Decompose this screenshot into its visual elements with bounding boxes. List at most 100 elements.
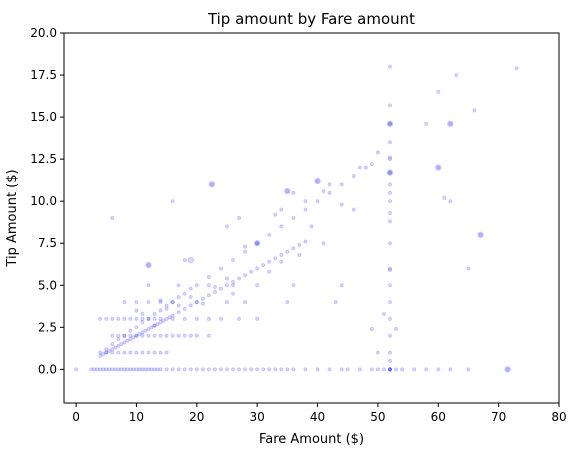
data-point (134, 350, 139, 355)
data-point (242, 367, 248, 372)
data-point (297, 242, 302, 248)
data-point (113, 367, 118, 372)
data-point (188, 367, 193, 372)
data-point (267, 269, 272, 274)
data-point (291, 246, 296, 251)
data-point (170, 333, 175, 338)
data-point (161, 318, 166, 323)
data-point (104, 350, 109, 355)
data-point (230, 291, 236, 296)
data-point (140, 350, 145, 355)
data-point (279, 252, 284, 258)
data-point (194, 299, 199, 305)
data-point-large (386, 120, 394, 128)
data-point (387, 64, 393, 69)
data-point (110, 350, 115, 355)
data-point (98, 316, 103, 322)
data-point (152, 323, 157, 328)
data-point (369, 326, 374, 332)
data-point (155, 321, 160, 327)
data-point (107, 348, 112, 353)
data-point (291, 283, 296, 288)
data-point (291, 190, 296, 195)
data-point (436, 165, 441, 170)
data-point (218, 266, 224, 271)
data-point (128, 336, 133, 342)
data-point (122, 333, 127, 338)
data-point (158, 298, 163, 303)
data-point (387, 241, 393, 246)
data-point (164, 303, 169, 308)
data-point (236, 215, 242, 221)
data-point (128, 316, 133, 322)
x-tick-label: 20 (189, 410, 204, 424)
data-point (255, 241, 260, 246)
x-tick-label: 50 (370, 410, 385, 424)
data-point (303, 199, 308, 204)
data-point (137, 331, 142, 337)
data-point (267, 232, 272, 237)
data-point (122, 340, 127, 345)
data-point (375, 150, 381, 155)
y-axis-label: Tip Amount ($) (5, 169, 20, 267)
data-point (393, 367, 399, 372)
data-point (194, 333, 199, 338)
data-point (387, 367, 393, 372)
data-point (146, 316, 151, 322)
data-point (255, 367, 260, 372)
data-point (242, 244, 248, 249)
x-tick-label: 0 (72, 410, 80, 424)
data-point (351, 173, 356, 179)
data-point (255, 266, 260, 271)
data-point (176, 283, 181, 288)
data-point (110, 347, 115, 352)
data-point (146, 333, 151, 338)
data-point (303, 207, 308, 212)
data-point (134, 299, 139, 305)
x-axis-label: Fare Amount ($) (259, 432, 364, 447)
data-point (110, 333, 115, 338)
data-point (273, 212, 278, 217)
data-point (122, 367, 127, 372)
data-point (236, 316, 242, 322)
data-point (387, 182, 393, 187)
data-point (146, 299, 151, 305)
data-point (146, 326, 151, 332)
chart-title: Tip amount by Fare amount (207, 10, 415, 28)
data-point (158, 367, 163, 372)
data-point (224, 367, 230, 372)
y-tick-label: 17.5 (30, 68, 57, 82)
data-point (285, 188, 290, 194)
data-point (315, 367, 320, 372)
data-point (249, 269, 254, 274)
data-point (224, 276, 230, 281)
data-point (158, 320, 163, 325)
data-point (212, 289, 218, 295)
data-point (387, 358, 393, 364)
data-point (267, 367, 272, 372)
data-point (321, 188, 326, 194)
data-point (140, 330, 145, 335)
data-point (104, 347, 109, 352)
data-point (134, 333, 139, 338)
data-point (110, 215, 115, 221)
data-point (152, 323, 157, 328)
data-point (345, 367, 350, 372)
data-point (436, 89, 441, 94)
data-point (107, 367, 112, 372)
data-point (273, 256, 278, 261)
data-point (158, 350, 163, 355)
data-point (110, 367, 115, 372)
data-point (116, 343, 121, 348)
data-point (158, 299, 163, 305)
data-point (125, 367, 130, 372)
data-point (387, 283, 393, 288)
data-point (182, 316, 187, 322)
data-point (119, 367, 124, 372)
data-point (399, 367, 405, 372)
data-point (194, 316, 199, 322)
data-point (255, 316, 260, 322)
y-tick-label: 5.0 (38, 278, 57, 292)
data-point (98, 353, 103, 359)
data-point (424, 367, 429, 372)
